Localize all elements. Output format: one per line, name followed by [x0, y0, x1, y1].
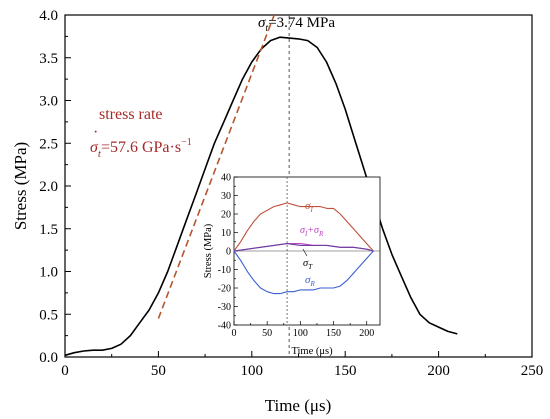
y-tick-label: 40 — [221, 173, 231, 184]
stress-rate-fit-line — [157, 14, 275, 319]
peak-stress-value: =3.74 MPa — [268, 15, 335, 31]
x-tick-label: 150 — [326, 328, 341, 339]
inset-y-axis-title: Stress (MPa) — [203, 223, 214, 278]
sigma-t-base: σ — [303, 258, 309, 269]
inset-label-sigma-t: σT — [303, 258, 313, 271]
sigma-t-sub: T — [308, 263, 313, 271]
x-tick-label: 200 — [427, 363, 450, 379]
series-line-2 — [233, 243, 374, 252]
inset-x-axis-title: Time (μs) — [291, 346, 333, 357]
sum-mid: +σ — [307, 225, 320, 236]
y-tick-label: 0.0 — [39, 350, 58, 366]
x-tick-label: 50 — [151, 363, 166, 379]
y-tick-label: -10 — [218, 265, 231, 276]
stress-rate-value: σt=57.6 GPa·s−1 — [90, 137, 192, 160]
inset-series-layer — [233, 202, 374, 295]
y-tick-label: -30 — [218, 302, 231, 313]
x-tick-label: 250 — [521, 363, 544, 379]
y-tick-label: 1.5 — [39, 222, 58, 238]
y-tick-label: 3.5 — [39, 51, 58, 67]
y-tick-label: -40 — [218, 321, 231, 332]
rate-exponent: −1 — [181, 137, 192, 148]
sum-sub2: R — [318, 230, 324, 238]
x-axis-title: Time (μs) — [265, 396, 332, 415]
inset-plot: 0 50 100 150 200 -40 -30 -20 -10 0 10 20 30 40 Time … — [203, 173, 381, 357]
peak-stress-annotation: σt=3.74 MPa — [258, 15, 335, 34]
x-tick-label: 0 — [61, 363, 69, 379]
y-tick-label: 2.5 — [39, 136, 58, 152]
rate-sigma-sub: t — [98, 148, 102, 160]
y-tick-label: 0 — [226, 247, 231, 258]
x-tick-label: 50 — [262, 328, 272, 339]
y-tick-label: 2.0 — [39, 179, 58, 195]
y-tick-label: 0.5 — [39, 307, 58, 323]
stress-rate-label: stress rate — [99, 106, 163, 123]
inset-label-sigma-i-plus-r: σI+σR — [300, 225, 324, 238]
sum-base: σ — [300, 225, 306, 236]
x-tick-label: 100 — [241, 363, 264, 379]
x-tick-label: 100 — [293, 328, 308, 339]
inset-label-sigma-i: σI — [305, 200, 313, 214]
rate-dot-mark: · — [93, 124, 98, 141]
y-tick-label: 30 — [221, 191, 231, 202]
y-tick-label: -20 — [218, 284, 231, 295]
x-tick-label: 150 — [334, 363, 357, 379]
main-series-layer — [64, 14, 458, 357]
inset-y-ticks: -40 -30 -20 -10 0 10 20 30 40 — [218, 173, 238, 332]
x-tick-label: 0 — [232, 328, 237, 339]
sigma-i-base: σ — [305, 200, 311, 212]
y-axis-title: Stress (MPa) — [11, 142, 30, 230]
sigma-r-base: σ — [305, 274, 311, 286]
series-line-3 — [233, 250, 374, 295]
y-tick-label: 3.0 — [39, 94, 58, 110]
main-y-ticks: 0.0 0.5 1.0 1.5 2.0 2.5 3.0 3.5 4.0 — [39, 8, 71, 366]
rate-value: =57.6 GPa·s — [101, 139, 181, 156]
x-tick-label: 200 — [359, 328, 374, 339]
rate-sigma: σ — [90, 139, 99, 156]
peak-sigma-sub: t — [265, 23, 268, 34]
series-line-0 — [233, 202, 374, 252]
sigma-t-pointer — [302, 248, 308, 257]
sum-sub1: I — [304, 230, 308, 238]
y-tick-label: 1.0 — [39, 265, 58, 281]
y-tick-label: 10 — [221, 228, 231, 239]
sigma-i-sub: I — [309, 206, 313, 214]
peak-sigma: σ — [258, 15, 266, 31]
y-tick-label: 4.0 — [39, 8, 58, 24]
inset-x-ticks: 0 50 100 150 200 — [232, 321, 374, 339]
main-x-ticks: 0 50 100 150 200 250 — [61, 351, 543, 379]
inset-label-sigma-r: σR — [305, 274, 315, 288]
main-plot: 0 50 100 150 200 250 0.00.51.01.52.02.53.03.5… — [11, 8, 543, 415]
y-tick-label: 20 — [221, 210, 231, 221]
sigma-r-sub: R — [309, 280, 315, 288]
